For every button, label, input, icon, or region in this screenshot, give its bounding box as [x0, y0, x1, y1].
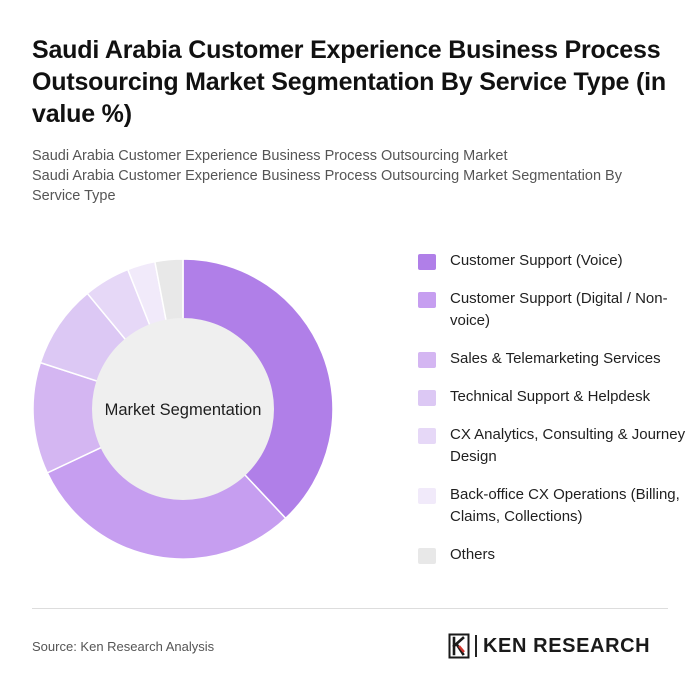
legend-label: CX Analytics, Consulting & Journey Desig…: [450, 426, 686, 465]
legend-item: Others: [418, 544, 688, 566]
legend-label: Technical Support & Helpdesk: [450, 388, 651, 405]
legend-item: Back-office CX Operations (Billing, Clai…: [418, 484, 688, 528]
legend-item: Technical Support & Helpdesk: [418, 386, 688, 408]
legend-swatch: [418, 292, 436, 308]
donut-center: [92, 318, 274, 500]
chart-legend: Customer Support (Voice) Customer Suppor…: [418, 250, 688, 582]
legend-label: Others: [450, 546, 496, 563]
chart-title: Saudi Arabia Customer Experience Busines…: [32, 36, 666, 128]
donut-chart: Market Segmentation: [30, 256, 336, 562]
subtitle-line: Saudi Arabia Customer Experience Busines…: [32, 148, 508, 164]
brand-name: KEN RESEARCH: [483, 634, 651, 657]
donut-center-label: Market Segmentation: [105, 401, 262, 419]
donut-chart-svg: Market Segmentation: [32, 258, 334, 560]
legend-item: CX Analytics, Consulting & Journey Desig…: [418, 424, 688, 468]
legend-label: Customer Support (Digital / Non-voice): [450, 290, 668, 329]
legend-label: Sales & Telemarketing Services: [450, 350, 661, 367]
legend-swatch: [418, 390, 436, 406]
legend-swatch: [418, 548, 436, 564]
legend-swatch: [418, 488, 436, 504]
legend-swatch: [418, 352, 436, 368]
source-note: Source: Ken Research Analysis: [32, 639, 215, 654]
legend-item: Customer Support (Digital / Non-voice): [418, 288, 688, 332]
legend-swatch: [418, 254, 436, 270]
footer-divider: [32, 608, 668, 609]
legend-label: Customer Support (Voice): [450, 252, 623, 269]
subtitle-line: Saudi Arabia Customer Experience Busines…: [32, 168, 622, 204]
legend-item: Sales & Telemarketing Services: [418, 348, 688, 370]
chart-subtitles: Saudi Arabia Customer Experience Busines…: [32, 146, 672, 206]
legend-label: Back-office CX Operations (Billing, Clai…: [450, 486, 680, 525]
brand-separator: [475, 635, 477, 657]
brand-logo: KEN RESEARCH: [448, 632, 650, 660]
legend-swatch: [418, 428, 436, 444]
ken-research-logo-icon: [448, 633, 470, 659]
legend-item: Customer Support (Voice): [418, 250, 688, 272]
